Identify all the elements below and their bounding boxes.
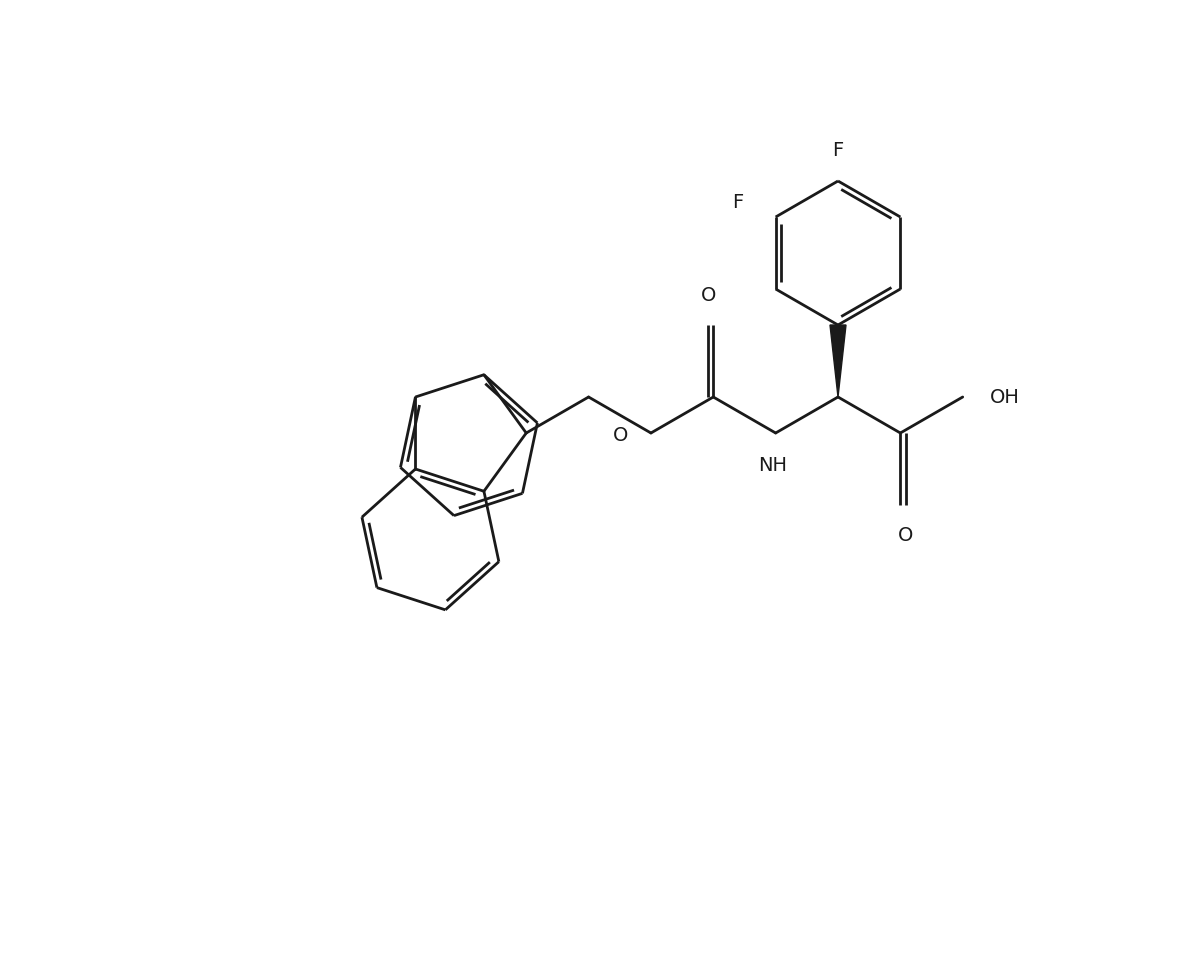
- Text: O: O: [701, 286, 716, 306]
- Text: NH: NH: [758, 456, 787, 475]
- Text: F: F: [732, 193, 743, 212]
- Polygon shape: [830, 326, 846, 398]
- Text: OH: OH: [989, 388, 1020, 407]
- Text: O: O: [613, 426, 629, 445]
- Text: O: O: [897, 526, 913, 545]
- Text: F: F: [832, 140, 844, 160]
